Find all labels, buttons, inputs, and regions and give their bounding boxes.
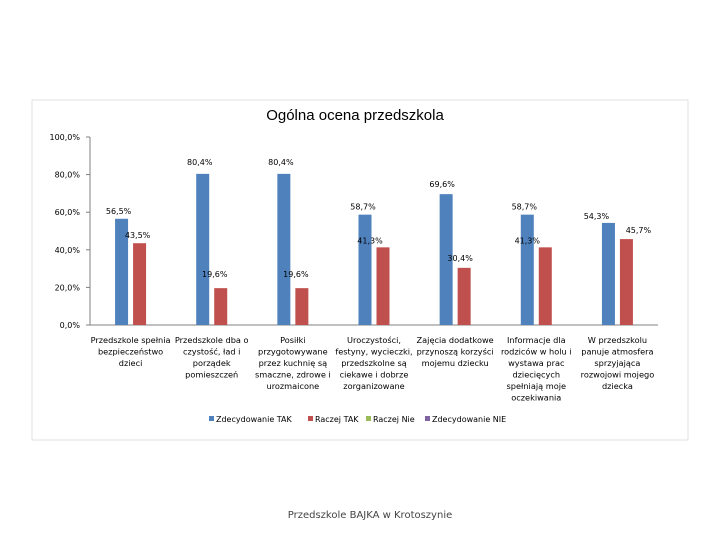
category-labels-layer: Przedszkole spełnia bezpieczeństwo dzieciP… bbox=[91, 335, 655, 403]
bars-layer bbox=[115, 173, 633, 325]
legend-swatch bbox=[308, 416, 313, 421]
data-labels-layer: 56,5% 43,5% 80,4% 19,6% 80,4% 19,6% 58,7% 41,3%… bbox=[106, 158, 652, 279]
footer-text: Przedszkole BAJKA w Krotoszynie bbox=[288, 510, 453, 521]
data-label: 45,7% bbox=[626, 226, 652, 235]
bar bbox=[538, 247, 552, 325]
legend-swatch bbox=[425, 416, 430, 421]
category-label: Przedszkole dba o czystość, ład i porządek… bbox=[175, 335, 249, 380]
bar bbox=[457, 267, 471, 325]
data-label: 58,7% bbox=[512, 203, 538, 212]
legend-label: Zdecydowanie TAK bbox=[216, 415, 293, 424]
bar bbox=[214, 288, 228, 325]
category-label: Informacje dla rodziców w holu i wystawa p… bbox=[501, 335, 572, 403]
category-label: Posiłki przygotowywane przez kuchnię są sma… bbox=[255, 335, 331, 391]
data-label: 80,4% bbox=[187, 158, 213, 167]
data-label: 41,3% bbox=[357, 236, 383, 245]
y-tick-label: 100,0% bbox=[49, 133, 80, 142]
y-tick-label: 0,0% bbox=[60, 321, 81, 330]
y-tick-label: 20,0% bbox=[55, 283, 81, 292]
data-label: 54,3% bbox=[584, 212, 610, 221]
y-tick-layer: 0,0% 20,0% 40,0% 60,0% 80,0% 100,0% bbox=[49, 133, 90, 330]
y-tick-label: 40,0% bbox=[55, 246, 81, 255]
category-label: Uroczystości, festyny, wycieczki, przedszk… bbox=[335, 335, 412, 391]
data-label: 19,6% bbox=[202, 270, 228, 279]
bar bbox=[277, 173, 291, 325]
bar bbox=[619, 239, 633, 325]
bar bbox=[520, 214, 534, 325]
y-tick-label: 80,0% bbox=[55, 171, 81, 180]
data-label: 80,4% bbox=[268, 158, 294, 167]
data-label: 30,4% bbox=[447, 254, 473, 263]
chart-border bbox=[31, 99, 689, 441]
legend-swatch bbox=[209, 416, 214, 421]
legend-label: Raczej TAK bbox=[315, 415, 359, 424]
data-label: 69,6% bbox=[429, 180, 455, 189]
bar bbox=[115, 218, 129, 325]
category-label: W przedszkolu panuje atmosfera sprzyjająca… bbox=[581, 335, 655, 391]
bar bbox=[358, 214, 372, 325]
legend-label: Raczej Nie bbox=[373, 415, 415, 424]
bar bbox=[133, 243, 147, 325]
data-label: 41,3% bbox=[515, 236, 541, 245]
bar bbox=[601, 222, 615, 325]
bar bbox=[196, 173, 210, 325]
bar bbox=[376, 247, 390, 325]
data-label: 58,7% bbox=[350, 203, 376, 212]
legend-swatch bbox=[366, 416, 371, 421]
data-label: 19,6% bbox=[283, 270, 309, 279]
bar bbox=[439, 194, 453, 325]
data-label: 56,5% bbox=[106, 207, 132, 216]
data-label: 43,5% bbox=[125, 231, 151, 240]
bar bbox=[295, 288, 309, 325]
legend: Zdecydowanie TAK Raczej TAK Raczej Nie Zdec… bbox=[209, 415, 506, 424]
category-label: Przedszkole spełnia bezpieczeństwo dzieci bbox=[91, 335, 171, 368]
chart-title: Ogólna ocena przedszkola bbox=[266, 107, 444, 124]
legend-label: Zdecydowanie NIE bbox=[432, 415, 506, 424]
category-label: Zajęcia dodatkowe przynoszą korzyści mojem… bbox=[417, 335, 494, 368]
y-tick-label: 60,0% bbox=[55, 208, 81, 217]
